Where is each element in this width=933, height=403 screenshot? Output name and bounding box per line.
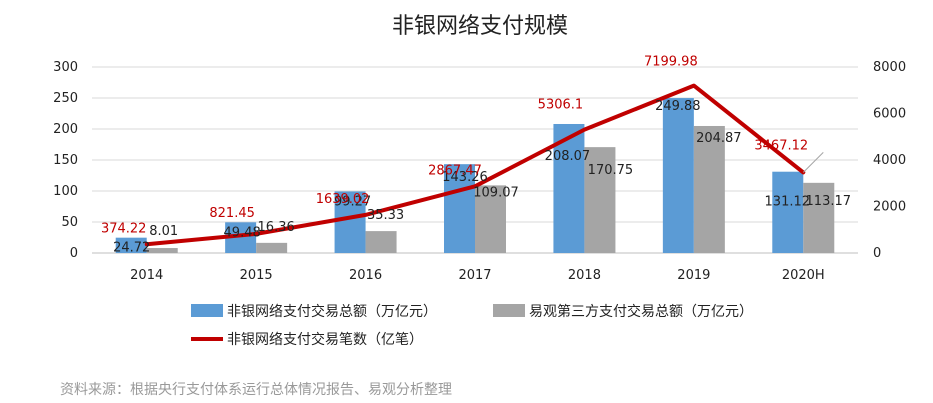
- right-axis: 0 2000 4000 6000 8000: [873, 60, 906, 261]
- data-label-series2: 204.87: [696, 131, 742, 146]
- bars: [115, 98, 835, 253]
- legend-label-series2: 易观第三方支付交易总额（万亿元）: [529, 303, 753, 320]
- data-label-line: 3467.12: [754, 138, 808, 153]
- data-label-series1: 49.48: [224, 225, 261, 240]
- bar-series2: [803, 182, 835, 253]
- data-label-series2: 170.75: [588, 163, 634, 178]
- data-label-series2: 109.07: [473, 185, 519, 200]
- legend: 非银网络支付交易总额（万亿元） 易观第三方支付交易总额（万亿元） 非银网络支付交…: [191, 303, 753, 348]
- data-label-series2: 16.36: [258, 220, 295, 235]
- legend-label-line: 非银网络支付交易笔数（亿笔）: [227, 331, 423, 348]
- data-label-line: 821.45: [209, 206, 255, 221]
- data-label-series2: 113.17: [806, 194, 852, 209]
- x-tick-label: 2020H: [782, 268, 825, 283]
- x-tick-label: 2017: [458, 268, 491, 283]
- leader-line: [802, 152, 824, 173]
- x-tick-label: 2018: [568, 268, 601, 283]
- chart-title: 非银网络支付规模: [392, 14, 568, 39]
- data-label-series1: 131.12: [765, 195, 811, 210]
- right-tick-label: 6000: [873, 107, 906, 122]
- left-tick-label: 250: [53, 91, 78, 106]
- line-path: [144, 83, 806, 247]
- legend-label-series1: 非银网络支付交易总额（万亿元）: [227, 303, 437, 320]
- source-note: 资料来源：根据央行支付体系运行总体情况报告、易观分析整理: [60, 382, 452, 398]
- bar-series1: [334, 191, 366, 253]
- data-label-line: 5306.1: [538, 98, 584, 113]
- data-label-line: 7199.98: [644, 55, 698, 70]
- x-tick-label: 2016: [349, 268, 382, 283]
- data-label-line: 374.22: [101, 221, 147, 236]
- bar-series1: [772, 171, 804, 253]
- bar-series2: [475, 185, 506, 253]
- bar-series1: [553, 123, 585, 253]
- right-tick-label: 0: [873, 246, 881, 261]
- x-tick-label: 2015: [240, 268, 273, 283]
- legend-swatch-series2: [493, 304, 525, 317]
- data-label-series2: 8.01: [149, 224, 178, 239]
- data-label-series1: 24.72: [113, 241, 150, 256]
- legend-swatch-series1: [191, 304, 223, 317]
- line-series: [144, 83, 806, 247]
- data-label-series1: 249.88: [655, 99, 701, 114]
- data-label-series1: 143.26: [442, 170, 488, 185]
- data-label-line: 1639.02: [316, 192, 370, 207]
- left-tick-label: 100: [53, 184, 78, 199]
- bar-series2: [256, 242, 288, 253]
- bar-series1: [444, 164, 475, 253]
- bar-series2: [365, 231, 397, 253]
- x-tick-label: 2014: [130, 268, 163, 283]
- bar-series2: [584, 147, 616, 253]
- left-tick-label: 50: [61, 215, 78, 230]
- left-tick-label: 0: [70, 246, 78, 261]
- bar-series2: [146, 248, 178, 253]
- data-label-series1: 208.07: [545, 149, 591, 164]
- data-label-series1: 99.27: [334, 194, 371, 209]
- data-label-series2: 35.33: [367, 208, 404, 223]
- left-axis: 0 50 100 150 200 250 300: [53, 60, 78, 261]
- left-tick-label: 200: [53, 122, 78, 137]
- right-tick-label: 8000: [873, 60, 906, 75]
- bar-series2: [693, 125, 725, 253]
- left-tick-label: 300: [53, 60, 78, 75]
- bar-series1: [662, 98, 694, 253]
- right-tick-label: 4000: [873, 153, 906, 168]
- left-tick-label: 150: [53, 153, 78, 168]
- x-tick-label: 2019: [677, 268, 710, 283]
- x-axis: 2014 2015 2016 2017 2018 2019 2020H: [130, 268, 825, 283]
- data-label-line: 2867.47: [428, 163, 482, 178]
- right-tick-label: 2000: [873, 200, 906, 215]
- bar-series1: [115, 237, 147, 253]
